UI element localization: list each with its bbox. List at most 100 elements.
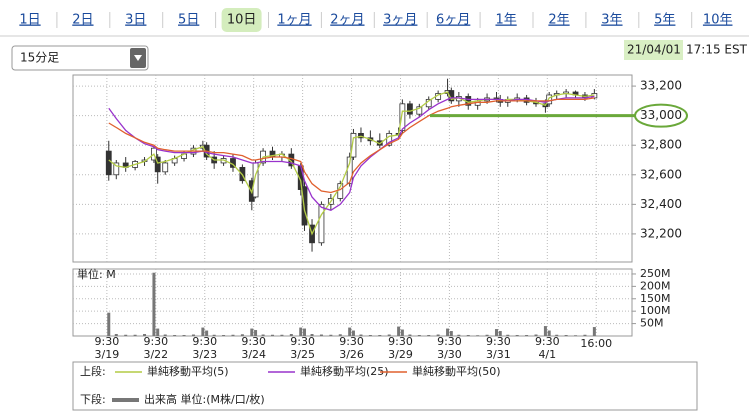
volume-bar	[329, 334, 333, 336]
legend-lower-label: 下段:	[80, 392, 106, 406]
candle-body	[154, 156, 161, 173]
volume-bar	[515, 335, 519, 336]
moving-average-line	[108, 91, 595, 236]
volume-bar	[289, 334, 293, 336]
unit-label: 単位: M	[77, 267, 116, 281]
volume-bar	[400, 329, 404, 336]
select-box[interactable]	[11, 45, 149, 71]
volume-bar	[476, 335, 480, 336]
y-tick-label: 32,400	[640, 197, 682, 211]
tab[interactable]: 1日	[19, 13, 40, 28]
tab[interactable]: 5日	[178, 13, 199, 28]
tab[interactable]: 3年	[601, 13, 622, 28]
volume-bar	[446, 328, 450, 336]
volume-bar	[222, 335, 226, 336]
volume-bar	[564, 335, 568, 336]
y-tick-label: 250M	[640, 267, 671, 280]
tab[interactable]: 2年	[548, 13, 569, 28]
volume-bar	[163, 334, 167, 336]
select-arrow	[134, 55, 142, 61]
tab[interactable]: 2ヶ月	[330, 13, 364, 28]
date-highlight	[624, 40, 683, 60]
x-tick-label: 9:30	[437, 335, 462, 348]
x-tick-date: 4/1	[538, 348, 556, 361]
volume-bar	[280, 334, 284, 336]
y-tick-label: 32,800	[640, 138, 682, 152]
volume-bar	[417, 335, 421, 336]
volume-bar	[436, 334, 440, 336]
volume-bar	[378, 335, 382, 336]
tab-selected-bg	[221, 8, 262, 32]
volume-bar	[583, 334, 587, 336]
volume-bar	[427, 335, 431, 336]
volume-bar	[351, 330, 355, 336]
x-tick-label: 9:30	[192, 335, 217, 348]
timestamp-time: 17:15 EST	[686, 43, 748, 57]
tab[interactable]: 1年	[495, 13, 516, 28]
volume-bar	[191, 334, 195, 336]
volume-bar	[506, 334, 510, 336]
tab[interactable]: 3日	[125, 13, 146, 28]
legend-label: 単純移動平均(5)	[147, 364, 229, 378]
volume-bar	[124, 334, 128, 336]
volume-bar	[152, 272, 156, 336]
y-tick-label: 150M	[640, 292, 671, 305]
x-tick-label: 9:30	[339, 335, 364, 348]
volume-bar	[338, 334, 342, 336]
timestamp-date: 21/04/01	[627, 43, 681, 57]
volume-bar	[261, 334, 265, 336]
volume-bar	[498, 331, 502, 336]
volume-bar	[449, 331, 453, 336]
x-tick-label: 9:30	[290, 335, 315, 348]
plot-frame	[72, 268, 633, 337]
volume-bar	[205, 330, 209, 336]
volume-bar	[592, 327, 596, 336]
tab[interactable]: 10年	[703, 13, 733, 28]
volume-bar	[543, 326, 547, 336]
select-label: 15分足	[20, 51, 59, 65]
volume-bar	[494, 329, 498, 336]
volume-bar	[299, 327, 303, 336]
candle-body	[162, 162, 169, 173]
y-tick-label: 50M	[640, 317, 664, 330]
volume-bar	[534, 334, 538, 336]
volume-bar	[143, 334, 147, 336]
volume-bar	[408, 334, 412, 336]
x-tick-date: 3/23	[192, 348, 217, 361]
volume-bar	[368, 335, 372, 336]
x-tick-label: 9:30	[143, 335, 168, 348]
candle-body	[105, 150, 112, 176]
y-tick-label: 32,600	[640, 167, 682, 181]
candle-body	[350, 132, 357, 158]
tab[interactable]: 3ヶ月	[383, 13, 417, 28]
volume-bar	[310, 334, 314, 336]
candle-body	[113, 162, 120, 176]
volume-bar	[201, 327, 205, 336]
tab[interactable]: 10日	[227, 13, 257, 28]
candle-body	[318, 203, 325, 244]
volume-bar	[173, 335, 177, 336]
tab[interactable]: 5年	[654, 13, 675, 28]
candle-body	[358, 132, 364, 139]
x-tick-date: 3/25	[290, 348, 315, 361]
x-tick-date: 3/19	[95, 348, 120, 361]
volume-bar	[319, 334, 323, 336]
x-tick-label: 16:00	[580, 337, 612, 350]
x-tick-label: 9:30	[388, 335, 413, 348]
interval-select[interactable]: 15分足	[11, 45, 149, 71]
x-tick-label: 9:30	[95, 335, 120, 348]
y-tick-label: 200M	[640, 279, 671, 292]
tab[interactable]: 2日	[72, 13, 93, 28]
y-tick-label: 33,000	[640, 108, 682, 122]
tab[interactable]: 1ヶ月	[277, 13, 311, 28]
x-tick-label: 9:30	[486, 335, 511, 348]
volume-bar	[348, 327, 352, 336]
volume-bar	[525, 335, 529, 336]
tab[interactable]: 6ヶ月	[436, 13, 470, 28]
y-tick-label: 33,200	[640, 79, 682, 93]
volume-bar	[212, 334, 216, 336]
volume-bar	[387, 334, 391, 336]
volume-bar	[114, 334, 118, 336]
volume-bar	[457, 334, 461, 336]
